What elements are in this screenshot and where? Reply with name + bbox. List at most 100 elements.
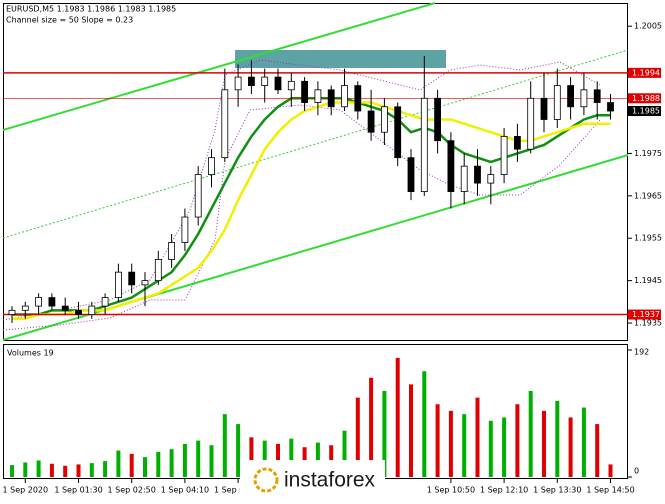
volume-bar (156, 451, 161, 477)
candle-body (247, 76, 255, 86)
candle-body (168, 242, 176, 260)
price-level-box (628, 106, 661, 117)
volume-bar (581, 407, 586, 477)
volume-bar (182, 443, 187, 477)
volume-bar (129, 453, 134, 477)
price-level-label: 1.1988 (632, 94, 660, 103)
volume-bar (435, 404, 440, 477)
volume-bar (103, 461, 108, 477)
y-tick-label: 1.1945 (634, 276, 662, 285)
resistance-zone (235, 50, 446, 68)
volume-bar (515, 404, 520, 477)
candle-body (287, 80, 295, 91)
volume-bar (502, 417, 507, 477)
candle-body (48, 297, 56, 307)
volume-bar (116, 450, 121, 477)
price-level-label: 1.1937 (632, 310, 660, 319)
candle-body (341, 85, 348, 108)
volume-bar (169, 449, 174, 477)
candle-body (540, 97, 548, 120)
candle-body (434, 97, 442, 142)
volume-bar (289, 438, 294, 477)
volume-bar (409, 384, 413, 477)
volume-bar (89, 463, 94, 477)
candle-body (208, 157, 215, 176)
marks: 1.2005 1.1975 1.1965 1.1955 1.1945 1.1935 192 0… (2, 22, 662, 495)
candle-body (101, 297, 109, 307)
volume-bar (488, 420, 493, 477)
volume-bar (555, 400, 560, 477)
candle-body (380, 106, 388, 133)
candle-body (500, 136, 508, 176)
volume-bar (608, 464, 613, 477)
candle-body (514, 136, 521, 150)
candle-body (354, 85, 362, 112)
x-tick-label: 1 Sep 10:50 (427, 486, 475, 495)
candle-body (35, 297, 42, 307)
candle-body (567, 85, 574, 108)
volume-bar (222, 414, 227, 477)
candle-body (261, 76, 269, 86)
volume-bar (315, 442, 320, 477)
candle-body (61, 305, 69, 311)
volume-bar (475, 397, 480, 477)
candle-body (21, 305, 29, 311)
watermark-box (240, 460, 385, 499)
volume-bar (49, 463, 54, 477)
candle-body (474, 165, 481, 184)
volume-bar (236, 424, 241, 477)
candle-body (194, 174, 202, 218)
volume-bar (209, 445, 214, 477)
price-level-label: 1.1985 (632, 107, 660, 116)
candle-body (115, 271, 122, 298)
volume-bar (196, 440, 201, 477)
price-level-box (628, 309, 661, 320)
candle-body (301, 80, 309, 103)
chart-subtitle: Channel size = 50 Slope = 0.23 (6, 16, 133, 25)
x-tick-label: 1 Sep 13:30 (533, 486, 581, 495)
volume-bar (76, 464, 81, 477)
x-tick-label: 1 Sep 05:30 (214, 486, 262, 495)
x-tick-label: 1 Sep 04:10 (161, 486, 209, 495)
candle-body (553, 85, 561, 120)
volume-bar (249, 437, 254, 477)
volume-bar (542, 410, 546, 477)
x-tick-label: 1 Sep 01:30 (54, 486, 102, 495)
bollinger-lower (2, 104, 601, 331)
volume-bar (568, 417, 573, 477)
price-level-box (628, 93, 661, 104)
candle-body (527, 97, 535, 150)
volume-bar (36, 460, 41, 477)
y-tick-label: 1.1955 (634, 234, 662, 243)
price-panel (3, 3, 628, 341)
volume-bar (422, 371, 427, 477)
volume-bar (595, 424, 600, 477)
volume-bar (63, 465, 68, 477)
x-tick-label: 1 Sep 14:50 (586, 486, 634, 495)
watermark-logo (253, 467, 279, 493)
volume-bar (262, 440, 267, 477)
price-level-label: 1.1994 (632, 68, 660, 77)
x-tick-label: 1 Sep 12:10 (480, 486, 528, 495)
candle-body (367, 110, 375, 133)
candle-body (327, 89, 335, 108)
candle-body (181, 216, 189, 243)
channel-upper (2, 2, 436, 131)
candle-body (593, 89, 601, 103)
x-tick-label: 1 Sep 2020 (2, 486, 48, 495)
candle-body (460, 165, 468, 192)
candle-body (128, 271, 136, 286)
bollinger-upper (2, 59, 601, 321)
volume-tick-label: 192 (634, 348, 649, 357)
candle-body (234, 76, 242, 91)
candle-body (141, 280, 149, 286)
y-tick-label: 1.2005 (634, 22, 662, 31)
volume-bar (342, 430, 347, 477)
y-tick-label: 1.1935 (634, 319, 662, 328)
candle-body (154, 259, 162, 282)
volume-bar (143, 457, 147, 477)
candle-body (407, 157, 415, 192)
channel-middle (2, 49, 629, 239)
